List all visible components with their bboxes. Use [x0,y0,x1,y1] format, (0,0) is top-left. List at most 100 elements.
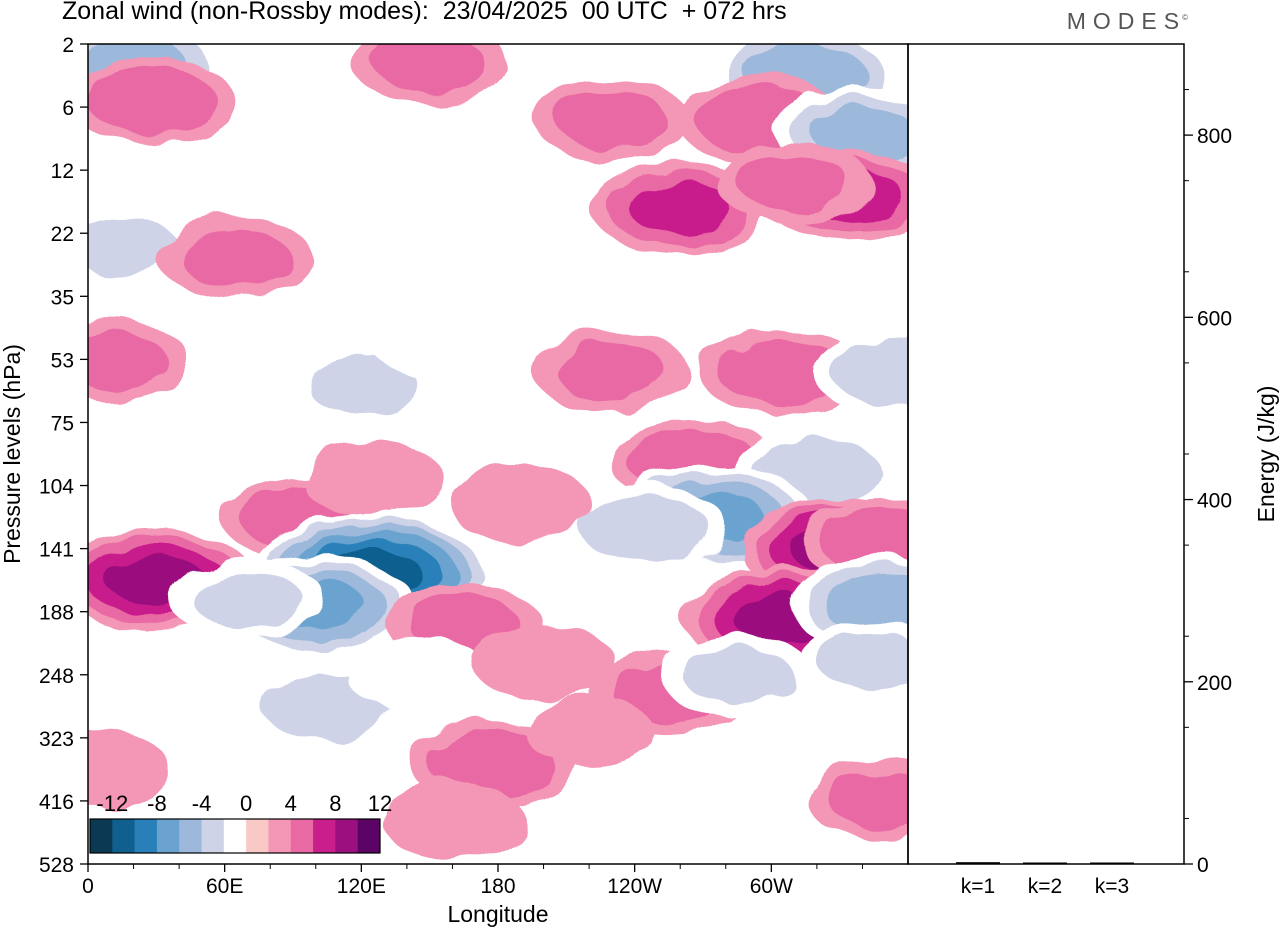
contour-band [830,772,908,830]
colorbar-label: -8 [147,791,167,816]
colorbar-frame [89,818,381,854]
contour-band [429,729,558,797]
colorbar: -12 -8 -4 0 4 8 12 [89,791,392,854]
colorbar-swatch [112,819,136,853]
contour-band [192,570,303,628]
x-tick-label: 180 [480,875,515,898]
contour-cell [301,441,444,518]
energy-axis-title: Energy (J/kg) [1253,386,1279,523]
contour-cell [807,760,908,842]
contour-cell [659,633,815,716]
contour-band [557,343,667,401]
colorbar-label: 4 [285,791,297,816]
contour-band [739,153,849,212]
contour-band [449,466,592,543]
y-tick-label: 35 [51,286,74,309]
colorbar-swatch [90,819,113,853]
contour-band [581,496,711,564]
contour-cell [88,318,189,401]
colorbar-swatch [268,819,292,853]
contour-cell [88,731,171,808]
x-axis-title: Longitude [447,901,548,927]
energy-panel-frame [907,43,1185,865]
x-tick-label: 120E [337,875,386,898]
colorbar-swatch [357,819,381,853]
contour-band [181,229,291,288]
colorbar-swatch [179,819,203,853]
energy-bars [956,862,1134,864]
contour-band [718,338,847,406]
colorbar-label: 0 [240,791,252,816]
y-tick-label: 104 [39,476,74,499]
copyright-mark: © [1182,13,1188,23]
y-tick-label: 2 [62,34,74,57]
contour-cell [796,621,908,704]
y-tick-label: 12 [51,160,74,183]
contour-cell [563,486,730,574]
contour-cell [170,558,325,640]
energy-tick-label: 0 [1197,854,1209,877]
y-axis-title: Pressure levels (hPa) [0,344,25,564]
contour-cell [534,331,690,413]
energy-tick-label: 400 [1197,490,1232,513]
y-tick-label: 188 [39,602,74,625]
y-tick-label: 53 [51,349,74,372]
contour-band [88,67,217,135]
y-tick-label: 75 [51,412,74,435]
y-tick-label: 141 [39,539,74,562]
y-tick-label: 528 [39,854,74,877]
y-tick-label: 6 [62,97,74,120]
y-tick-label: 248 [39,665,74,688]
contour-band [472,624,615,701]
colorbar-label: 12 [368,791,392,816]
contour-cell [524,696,654,767]
energy-tick-label: 800 [1197,125,1232,148]
energy-bar-label: k=2 [1028,875,1062,898]
y-tick-label: 323 [39,728,74,751]
energy-bar [1090,862,1134,864]
contour-band [832,338,908,406]
colorbar-label: 8 [329,791,341,816]
contour-cell [534,78,690,161]
contour-cell [352,44,507,104]
contour-band [811,105,908,159]
y-tick-label: 22 [51,223,74,246]
chart-title: Zonal wind (non-Rossby modes): 23/04/202… [62,0,787,25]
contour-cell [381,781,524,858]
contour-cell [347,636,490,713]
contour-band [381,781,524,858]
contour-band [88,330,166,389]
energy-bar [956,862,1000,864]
colorbar-label: -12 [96,791,128,816]
colorbar-label: -4 [192,791,212,816]
colorbar-swatch [134,819,158,853]
contour-band [369,302,513,379]
contour-band [306,355,416,414]
contour-band [823,573,908,637]
contour-band [347,636,490,713]
x-tick-label: 120W [607,875,662,898]
contour-band [88,216,177,275]
contour-band [524,696,654,767]
contour-band [301,441,444,518]
longitude-axis: 0 60E 120E 180 120W 60W [82,864,863,898]
y-tick-label: 416 [39,791,74,814]
colorbar-swatch [201,819,225,853]
colorbar-swatch [313,819,336,853]
colorbar-swatch [290,819,314,853]
energy-tick-label: 600 [1197,307,1232,330]
contour-band [629,181,732,235]
hovmoller-contour-field [88,44,908,858]
colorbar-swatch [156,819,180,853]
contour-cell [716,141,872,224]
x-tick-label: 60W [750,875,793,898]
contour-cell [813,328,908,416]
contour-band [375,44,485,92]
contour-band [819,633,908,692]
contour-cell [449,466,592,543]
contour-cell [88,57,235,145]
colorbar-swatch [246,819,269,853]
energy-bar [1023,862,1067,864]
energy-tick-label: 200 [1197,672,1232,695]
pressure-axis: 2 6 12 22 35 53 75 104 141 188 248 323 416 528 [39,34,88,877]
